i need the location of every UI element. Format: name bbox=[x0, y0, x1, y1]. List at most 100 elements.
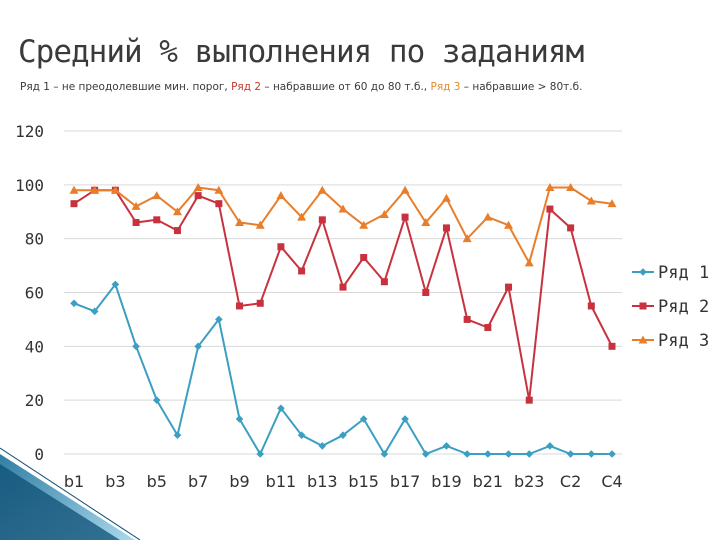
y-tick-label: 0 bbox=[34, 445, 44, 464]
data-point bbox=[277, 404, 285, 413]
data-point bbox=[505, 283, 513, 291]
data-point bbox=[172, 207, 182, 216]
data-point bbox=[608, 450, 616, 458]
x-tick-label: b5 bbox=[147, 472, 167, 491]
data-point bbox=[400, 185, 410, 194]
data-point bbox=[215, 200, 223, 208]
data-point bbox=[152, 191, 162, 200]
y-tick-label: 20 bbox=[25, 391, 44, 410]
data-point bbox=[173, 227, 181, 235]
x-tick-label: b21 bbox=[473, 472, 504, 491]
x-tick-label: b19 bbox=[431, 472, 462, 491]
y-tick-label: 120 bbox=[15, 122, 44, 141]
subtitle-series1-text: – не преодолевшие мин. порог, bbox=[49, 81, 232, 93]
y-tick-label: 100 bbox=[15, 176, 44, 195]
data-point bbox=[256, 299, 264, 307]
chart-title: Средний % выполнения по заданиям bbox=[18, 34, 584, 70]
series-line bbox=[73, 283, 612, 455]
gridlines bbox=[64, 130, 622, 455]
data-point bbox=[504, 450, 513, 458]
legend-label: Ряд 3 bbox=[658, 331, 709, 351]
data-point bbox=[153, 216, 161, 224]
data-point bbox=[359, 220, 369, 229]
subtitle-series1-name: Ряд 1 bbox=[20, 81, 50, 93]
data-point bbox=[442, 224, 450, 232]
data-point bbox=[484, 450, 492, 458]
data-point bbox=[90, 307, 99, 316]
data-point bbox=[318, 216, 326, 224]
x-tick-label: b3 bbox=[105, 472, 125, 491]
x-tick-label: C4 bbox=[601, 472, 622, 491]
data-point bbox=[276, 191, 286, 200]
data-point bbox=[110, 185, 120, 194]
data-point bbox=[131, 201, 141, 210]
data-point bbox=[193, 183, 203, 192]
data-point bbox=[70, 200, 78, 208]
y-tick-label: 60 bbox=[25, 284, 44, 303]
data-point bbox=[215, 315, 223, 324]
series-3 bbox=[69, 183, 617, 267]
data-point bbox=[442, 442, 451, 450]
data-point bbox=[463, 315, 471, 323]
legend: Ряд 1 Ряд 2 Ряд 3 bbox=[632, 263, 709, 351]
data-point bbox=[525, 450, 534, 458]
data-point bbox=[236, 302, 244, 310]
data-point bbox=[132, 219, 140, 227]
x-tick-label: b13 bbox=[307, 472, 338, 491]
x-axis-ticks: b1 b3 b5 b7 b9 b11 b13 b15 b17 b19 b21 b23 C2 C4 bbox=[64, 472, 623, 491]
subtitle-series3-text: – набравшие > 80т.б. bbox=[460, 81, 583, 93]
x-tick-label: b17 bbox=[390, 472, 421, 491]
data-point bbox=[524, 258, 534, 267]
data-point bbox=[525, 396, 533, 404]
chart-subtitle: Ряд 1 – не преодолевшие мин. порог, Ряд … bbox=[20, 81, 582, 93]
data-point bbox=[484, 323, 492, 331]
data-point bbox=[462, 234, 472, 243]
data-point bbox=[70, 299, 78, 308]
x-tick-label: b9 bbox=[229, 472, 249, 491]
legend-marker bbox=[639, 268, 647, 276]
data-point bbox=[587, 450, 596, 458]
data-point bbox=[545, 183, 555, 192]
y-axis-ticks: 0 20 40 60 80 100 120 bbox=[15, 122, 44, 464]
y-tick-label: 40 bbox=[25, 337, 44, 356]
data-point bbox=[256, 450, 265, 458]
data-point bbox=[194, 342, 202, 351]
data-point bbox=[586, 196, 596, 205]
legend-marker bbox=[639, 302, 647, 310]
legend-item-series3: Ряд 3 bbox=[632, 331, 709, 351]
subtitle-series2-text: – набравшие от 60 до 80 т.б., bbox=[261, 81, 431, 93]
series-1 bbox=[70, 280, 616, 458]
series-group bbox=[69, 183, 617, 458]
legend-label: Ряд 1 bbox=[658, 263, 709, 283]
data-point bbox=[255, 220, 265, 229]
data-point bbox=[317, 185, 327, 194]
legend-label: Ряд 2 bbox=[658, 297, 709, 317]
x-tick-label: b1 bbox=[64, 472, 84, 491]
data-point bbox=[359, 415, 368, 423]
x-tick-label: b23 bbox=[514, 472, 545, 491]
series-2 bbox=[70, 186, 616, 404]
data-point bbox=[546, 442, 554, 450]
data-point bbox=[194, 192, 202, 200]
data-point bbox=[441, 193, 451, 202]
data-point bbox=[277, 243, 285, 251]
x-tick-label: b15 bbox=[348, 472, 379, 491]
x-tick-label: C2 bbox=[560, 472, 581, 491]
data-point bbox=[360, 254, 368, 262]
data-point bbox=[379, 209, 389, 218]
data-point bbox=[587, 302, 595, 310]
data-point bbox=[339, 283, 347, 291]
data-point bbox=[421, 450, 430, 458]
data-point bbox=[546, 205, 554, 213]
data-point bbox=[380, 450, 389, 458]
data-point bbox=[297, 212, 307, 221]
x-tick-label: b11 bbox=[266, 472, 297, 491]
data-point bbox=[318, 442, 327, 450]
data-point bbox=[69, 185, 79, 194]
data-point bbox=[483, 212, 493, 221]
data-point bbox=[173, 431, 182, 439]
legend-item-series2: Ряд 2 bbox=[632, 297, 709, 317]
data-point bbox=[422, 289, 430, 296]
data-point bbox=[608, 342, 616, 350]
